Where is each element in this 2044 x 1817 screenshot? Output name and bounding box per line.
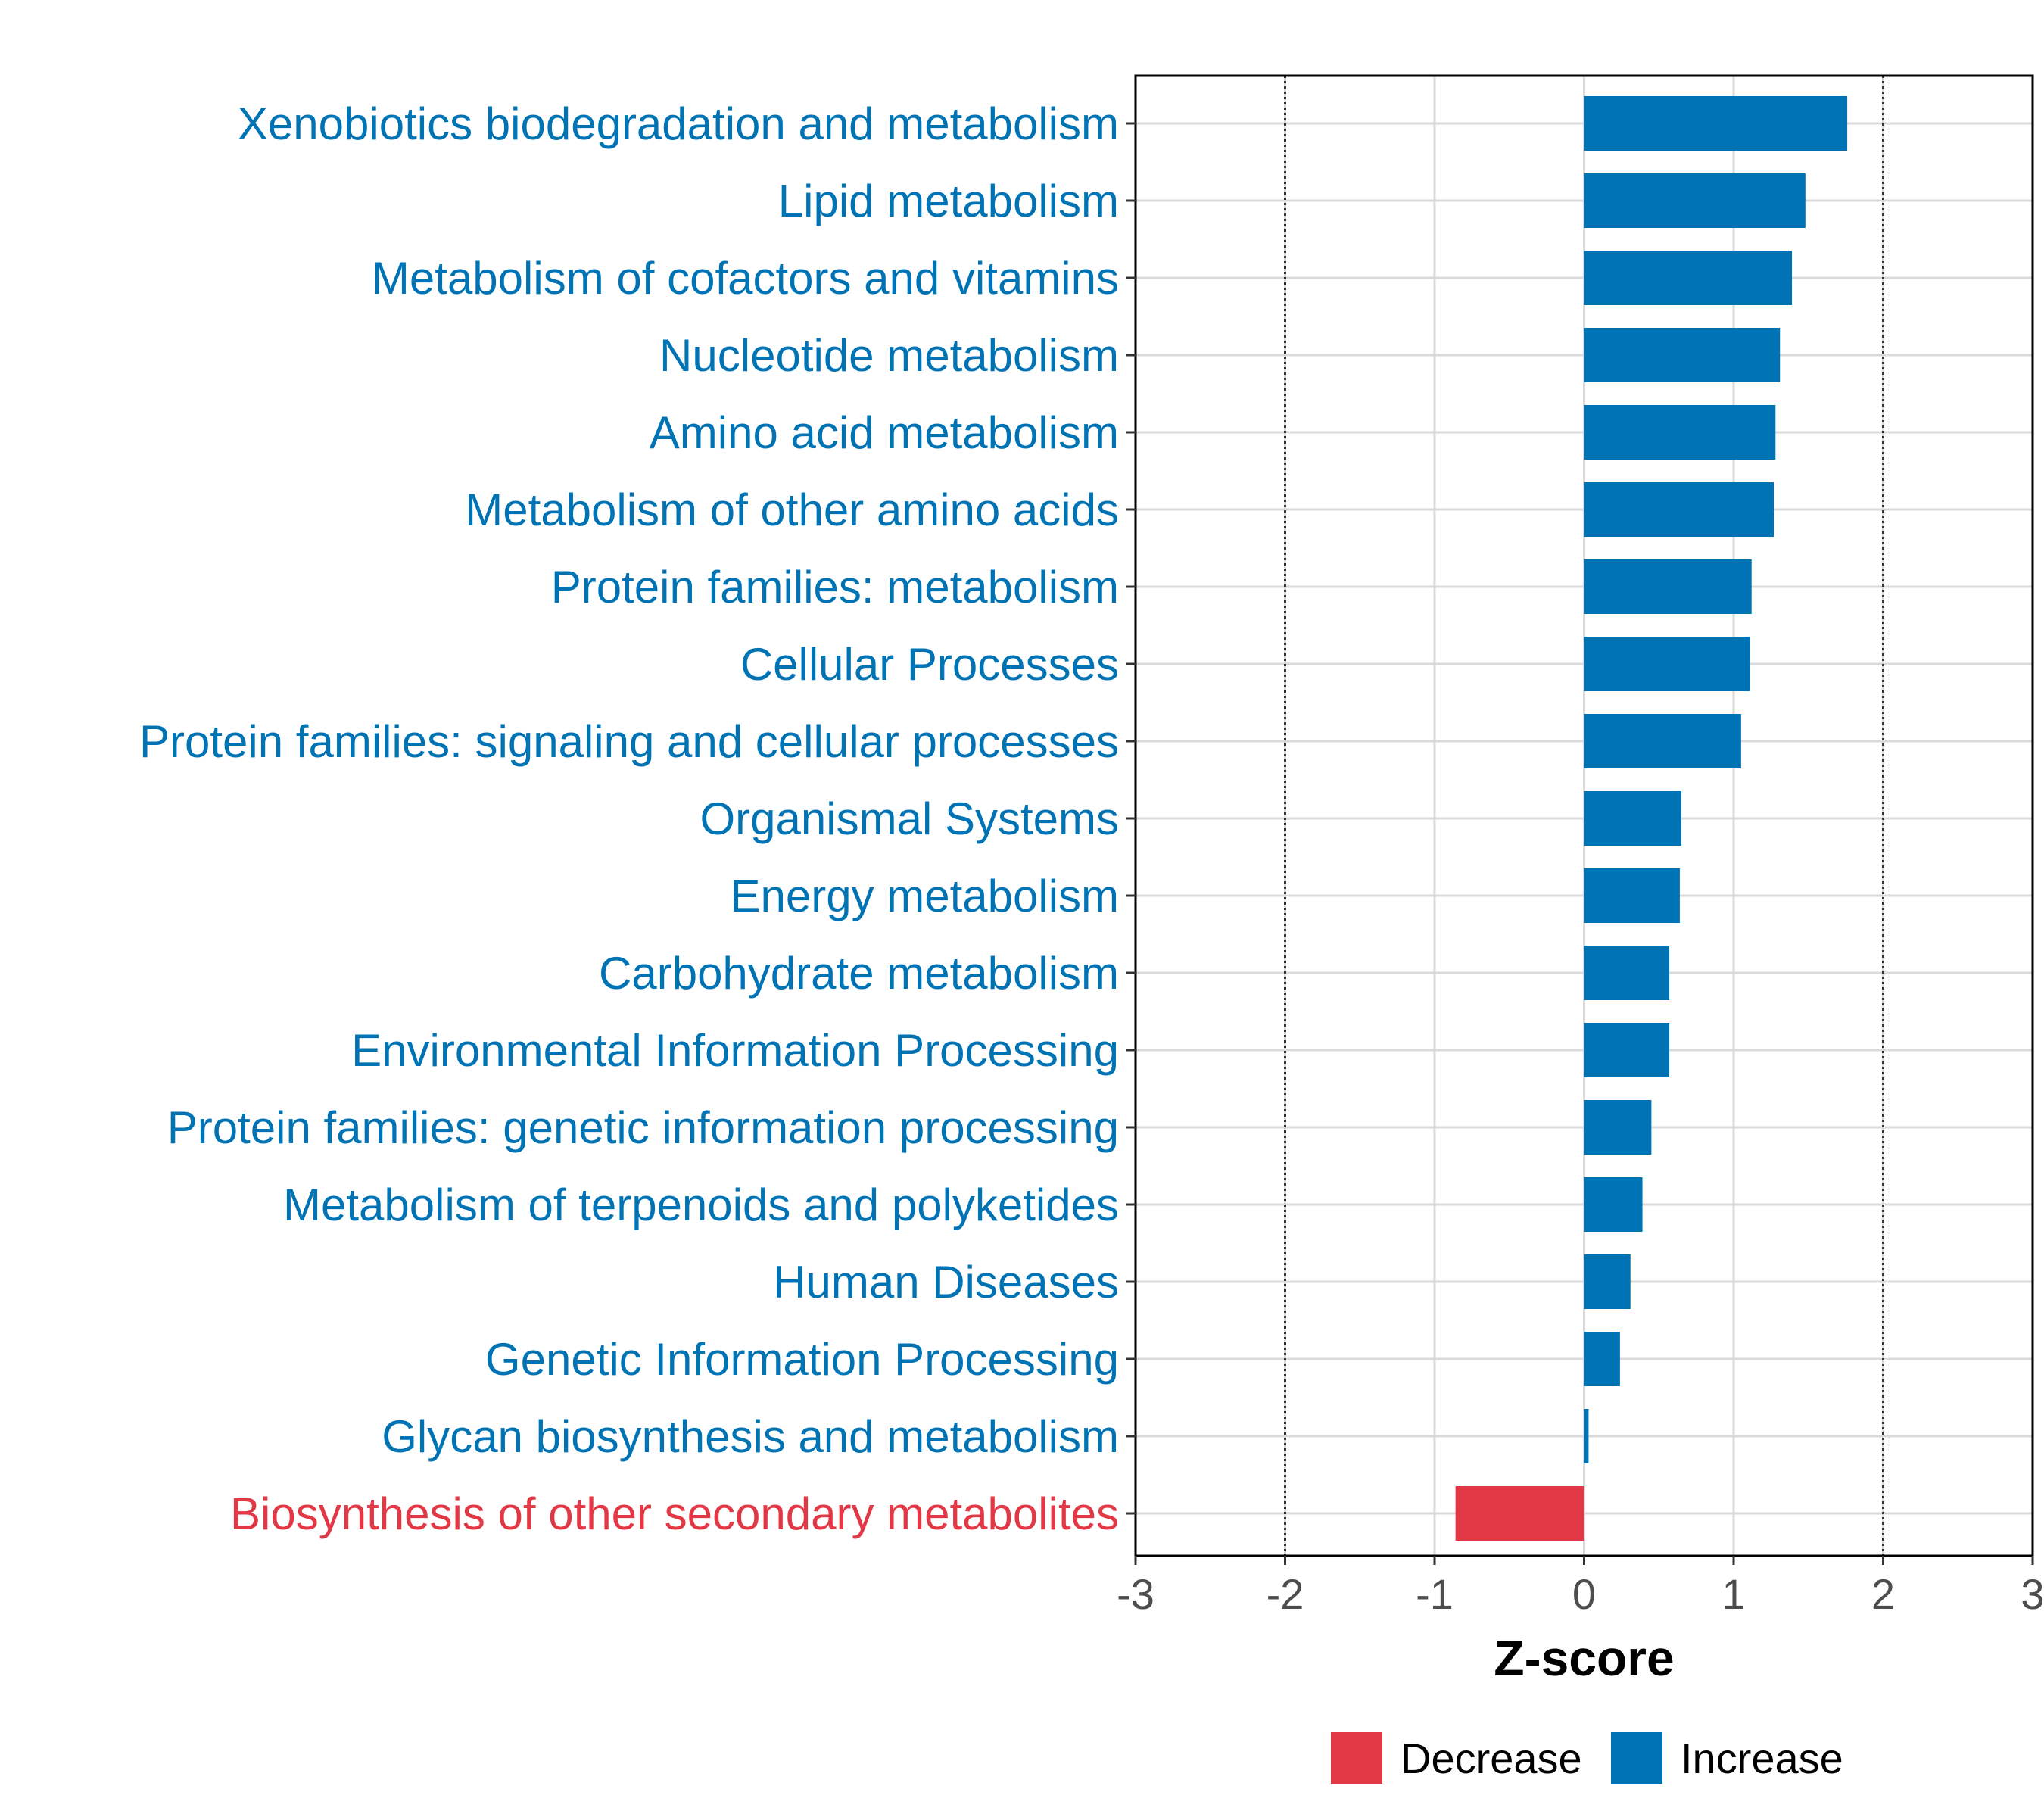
y-tick-label: Human Diseases: [773, 1257, 1119, 1307]
bar: [1455, 1486, 1584, 1541]
bar: [1584, 559, 1752, 614]
legend-swatch: [1331, 1732, 1382, 1784]
y-tick-label: Lipid metabolism: [778, 176, 1119, 226]
bar: [1584, 791, 1681, 846]
y-tick-label: Protein families: signaling and cellular…: [139, 716, 1119, 767]
legend-label: Increase: [1681, 1734, 1843, 1782]
x-tick-label: 0: [1572, 1570, 1596, 1618]
legend: Decrease Increase: [1331, 1732, 1843, 1784]
x-tick-label: -3: [1117, 1570, 1154, 1618]
bar: [1584, 173, 1806, 228]
y-tick-label: Energy metabolism: [730, 871, 1119, 921]
x-tick-label: -2: [1267, 1570, 1304, 1618]
y-tick-label: Protein families: genetic information pr…: [167, 1102, 1119, 1153]
bar: [1584, 868, 1680, 923]
y-tick-label: Xenobiotics biodegradation and metabolis…: [238, 98, 1119, 149]
bar: [1584, 482, 1774, 537]
x-axis-title: Z-score: [1494, 1630, 1674, 1686]
y-tick-label: Cellular Processes: [740, 639, 1119, 690]
y-tick-label: Protein families: metabolism: [551, 562, 1119, 612]
y-tick-label: Genetic Information Processing: [485, 1334, 1119, 1385]
y-axis-ticks: [1126, 122, 1136, 1515]
y-tick-label: Environmental Information Processing: [351, 1025, 1119, 1076]
y-tick-label: Carbohydrate metabolism: [599, 948, 1119, 999]
y-tick-label: Glycan biosynthesis and metabolism: [382, 1411, 1119, 1462]
x-tick-label: 2: [1871, 1570, 1895, 1618]
y-tick-label: Metabolism of terpenoids and polyketides: [283, 1180, 1119, 1230]
y-tick-label: Nucleotide metabolism: [659, 330, 1119, 381]
bar: [1584, 1332, 1620, 1386]
bar: [1584, 405, 1776, 460]
bar: [1584, 328, 1781, 382]
x-tick-label: -1: [1416, 1570, 1454, 1618]
bar: [1584, 714, 1741, 768]
y-tick-label: Organismal Systems: [700, 793, 1119, 844]
y-tick-label: Amino acid metabolism: [650, 407, 1119, 458]
bars: [1455, 96, 1848, 1541]
y-tick-label: Metabolism of other amino acids: [465, 485, 1119, 535]
x-axis-labels: -3 -2 -1 0 1 2 3: [1117, 1570, 2044, 1618]
y-tick-label: Metabolism of cofactors and vitamins: [372, 253, 1119, 304]
bar: [1584, 637, 1750, 691]
x-axis-ticks: [1134, 1556, 2034, 1565]
legend-label: Decrease: [1401, 1734, 1582, 1782]
x-tick-label: 1: [1722, 1570, 1745, 1618]
y-tick-label: Biosynthesis of other secondary metaboli…: [230, 1488, 1119, 1539]
y-axis-labels: Xenobiotics biodegradation and metabolis…: [139, 98, 1119, 1539]
bar: [1584, 1177, 1643, 1232]
bar: [1584, 1409, 1589, 1463]
bar: [1584, 1023, 1670, 1077]
legend-swatch: [1611, 1732, 1662, 1784]
bar: [1584, 1254, 1631, 1309]
bar: [1584, 946, 1670, 1000]
bar: [1584, 1100, 1652, 1155]
bar: [1584, 96, 1848, 151]
x-tick-label: 3: [2021, 1570, 2044, 1618]
bar: [1584, 251, 1793, 305]
